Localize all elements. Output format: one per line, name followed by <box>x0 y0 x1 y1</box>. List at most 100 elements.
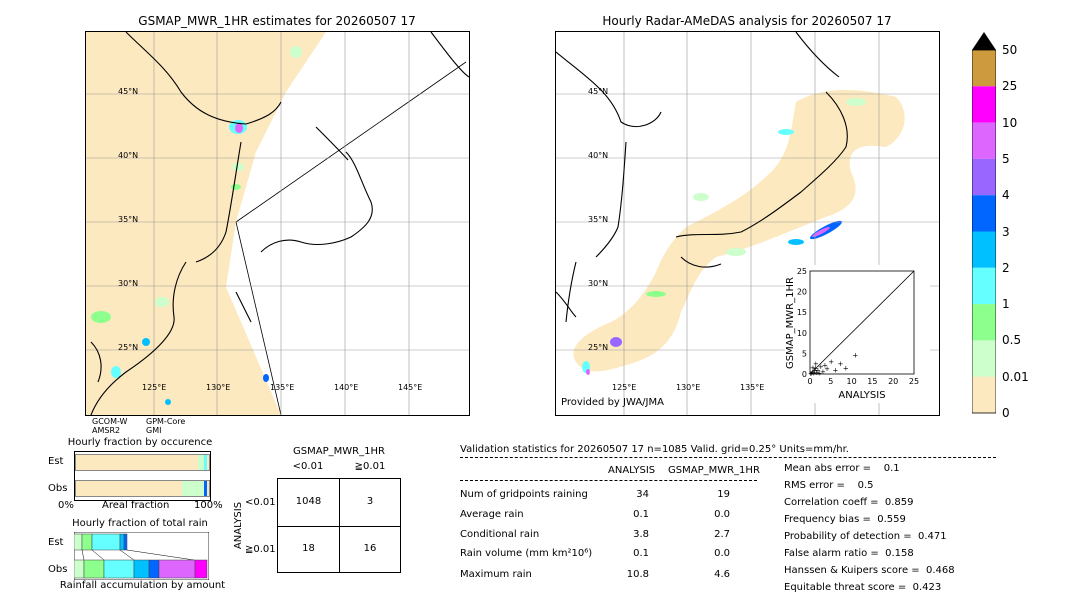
rain-label-est: Est <box>48 537 64 548</box>
contingency-col-0: <0.01 <box>292 461 324 472</box>
cell-miss: 18 <box>302 543 315 554</box>
occ-bar-obs <box>75 480 210 497</box>
row-a-1: 0.1 <box>633 509 649 520</box>
analysis-coverage <box>573 90 905 372</box>
r-lat-label-45: 45°N <box>588 87 608 96</box>
rain-blobs <box>91 46 302 405</box>
lon-label-130: 130°E <box>206 383 230 392</box>
lat-label-30: 30°N <box>118 279 138 288</box>
scatter-xtick: 10 <box>847 377 857 386</box>
coastlines-right <box>556 32 848 323</box>
lat-label-45: 45°N <box>118 87 138 96</box>
right-map: 45°N 40°N 35°N 30°N 25°N 125°E 130°E 135… <box>555 31 940 416</box>
scatter-inset: + + + + + + + + + + + + + + + + + + + + 0 5 10 15 20 25 0 5 10 15 20… <box>785 265 930 403</box>
scatter-point: + <box>815 366 821 374</box>
lat-label-25: 25°N <box>118 343 138 352</box>
scatter-point: + <box>824 365 830 373</box>
scatter-point: + <box>818 363 824 371</box>
total-rain-obs <box>73 559 208 579</box>
scatter-xtick: 25 <box>909 377 919 386</box>
swath-area <box>86 32 326 415</box>
scatter-ylabel: GSMAP_MWR_1HR <box>785 277 796 369</box>
row-a-2: 3.8 <box>633 529 649 540</box>
colorbar-label: 25 <box>1002 79 1018 94</box>
r-lat-label-40: 40°N <box>588 151 608 160</box>
score-0: Mean abs error = 0.1 <box>784 463 900 474</box>
col-analysis: ANALYSIS <box>608 465 656 476</box>
scatter-point: + <box>810 368 816 376</box>
row-label-4: Maximum rain <box>460 569 532 580</box>
scatter-xtick: 15 <box>867 377 877 386</box>
r-lon-label-130: 130°E <box>676 383 700 392</box>
colorbar-cell <box>972 50 996 87</box>
row-g-2: 2.7 <box>714 529 730 540</box>
scatter-ytick: 5 <box>802 349 807 358</box>
contingency-table: 1048 3 18 16 <box>277 478 401 573</box>
scatter-point: + <box>814 369 820 377</box>
contingency-row-0: <0.01 <box>245 497 276 508</box>
occ-label-est: Est <box>48 456 64 467</box>
scatter-ytick: 20 <box>797 288 807 297</box>
scatter-xtick: 5 <box>828 377 833 386</box>
row-g-1: 0.0 <box>714 509 730 520</box>
contingency-title: GSMAP_MWR_1HR <box>293 446 385 457</box>
row-label-2: Conditional rain <box>460 529 540 540</box>
occurrence-chart <box>74 451 211 501</box>
contingency-axis-label: ANALYSIS <box>233 501 245 550</box>
colorbar-cell <box>972 304 996 341</box>
r-lon-label-135: 135°E <box>740 383 764 392</box>
colorbar-cell <box>972 376 996 413</box>
colorbar-label: 50 <box>1002 43 1018 57</box>
colorbar-label: 0 <box>1002 406 1010 420</box>
score-6: Hanssen & Kuipers score = 0.468 <box>784 565 955 576</box>
left-map: 45°N 40°N 35°N 30°N 25°N 125°E 130°E 135… <box>85 31 470 416</box>
colorbar-cell <box>972 231 996 268</box>
coastlines <box>90 32 469 415</box>
colorbar-label: 3 <box>1002 224 1010 239</box>
row-a-0: 34 <box>636 489 649 500</box>
total-rain-chart <box>73 531 210 581</box>
row-label-1: Average rain <box>460 509 524 520</box>
colorbar-cell <box>972 86 996 123</box>
colorbar-cell <box>972 340 996 377</box>
total-rain-est <box>73 533 128 551</box>
lat-label-40: 40°N <box>118 151 138 160</box>
occ-tick-100: 100% <box>194 500 223 511</box>
scatter-point: + <box>813 360 819 368</box>
scatter-ytick: 25 <box>797 267 807 276</box>
scatter-point: + <box>852 352 858 360</box>
colorbar-cell <box>972 267 996 305</box>
scatter-xlabel: ANALYSIS <box>838 390 885 401</box>
score-5: False alarm ratio = 0.158 <box>784 548 914 559</box>
score-3: Frequency bias = 0.559 <box>784 514 906 525</box>
scatter-xtick: 20 <box>888 377 898 386</box>
scatter-ytick: 15 <box>797 308 807 317</box>
left-map-title: GSMAP_MWR_1HR estimates for 20260507 17 <box>138 14 416 28</box>
rain-xlabel: Rainfall accumulation by amount <box>59 580 226 591</box>
data-credit: Provided by JWA/JMA <box>561 397 664 408</box>
occ-bar-est <box>75 454 210 471</box>
colorbar-label: 0.01 <box>1002 369 1029 384</box>
scatter-point: + <box>828 358 834 366</box>
scatter-plot: ++++++++++++++++++++ 0 5 10 15 20 25 0 5 10 15 20… <box>785 267 919 401</box>
scatter-xtick: 0 <box>807 377 812 386</box>
row-g-4: 4.6 <box>714 569 730 580</box>
scatter-point: + <box>809 370 815 378</box>
score-2: Correlation coeff = 0.859 <box>784 497 914 508</box>
left-map-canvas: 45°N 40°N 35°N 30°N 25°N 125°E 130°E 135… <box>86 32 469 415</box>
lon-label-145: 145°E <box>398 383 422 392</box>
scatter-point: + <box>822 361 828 369</box>
contingency-col-1: ≧0.01 <box>354 461 386 472</box>
lon-label-135: 135°E <box>270 383 294 392</box>
score-1: RMS error = 0.5 <box>784 480 874 491</box>
occurrence-title: Hourly fraction by occurence <box>67 437 213 448</box>
colorbar-label: 5 <box>1002 151 1010 166</box>
scatter-points: ++++++++++++++++++++ <box>808 352 859 379</box>
colorbar-cell <box>972 195 996 232</box>
scatter-ytick: 10 <box>797 329 807 338</box>
scatter-point: + <box>812 367 818 375</box>
colorbar-cell <box>972 158 996 196</box>
r-lat-label-30: 30°N <box>588 279 608 288</box>
row-label-0: Num of gridpoints raining <box>460 489 588 500</box>
r-lat-label-25: 25°N <box>588 343 608 352</box>
